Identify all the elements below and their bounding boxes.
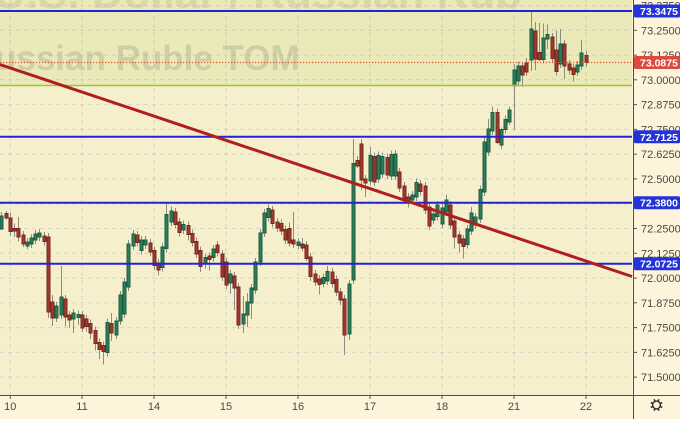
- svg-text:10: 10: [4, 401, 16, 413]
- svg-text:71.7500: 71.7500: [641, 323, 680, 335]
- svg-text:ussian Ruble TOM: ussian Ruble TOM: [0, 39, 300, 78]
- svg-text:71.6250: 71.6250: [641, 347, 680, 359]
- svg-text:72.2500: 72.2500: [641, 224, 680, 236]
- svg-text:71.8750: 71.8750: [641, 298, 680, 310]
- svg-text:71.5000: 71.5000: [641, 372, 680, 384]
- svg-text:15: 15: [220, 401, 232, 413]
- svg-text:11: 11: [76, 401, 87, 413]
- svg-text:72.6250: 72.6250: [641, 149, 680, 161]
- svg-text:U.S. Dollar / Russian Rub: U.S. Dollar / Russian Rub: [0, 0, 522, 18]
- svg-text:72.0725: 72.0725: [640, 259, 678, 271]
- svg-text:14: 14: [148, 401, 160, 413]
- svg-text:72.0000: 72.0000: [641, 273, 680, 285]
- svg-text:72.5000: 72.5000: [641, 174, 680, 186]
- svg-text:72.3800: 72.3800: [640, 198, 678, 210]
- svg-text:72.7125: 72.7125: [640, 132, 678, 144]
- svg-text:73.0875: 73.0875: [640, 58, 678, 70]
- svg-text:21: 21: [508, 401, 520, 413]
- svg-text:16: 16: [292, 401, 304, 413]
- svg-text:73.0000: 73.0000: [641, 75, 680, 87]
- svg-text:18: 18: [436, 401, 448, 413]
- svg-text:72.8750: 72.8750: [641, 100, 680, 112]
- svg-text:73.2500: 73.2500: [641, 25, 680, 37]
- svg-text:22: 22: [580, 401, 592, 413]
- svg-text:73.3475: 73.3475: [640, 6, 678, 18]
- svg-text:17: 17: [364, 401, 376, 413]
